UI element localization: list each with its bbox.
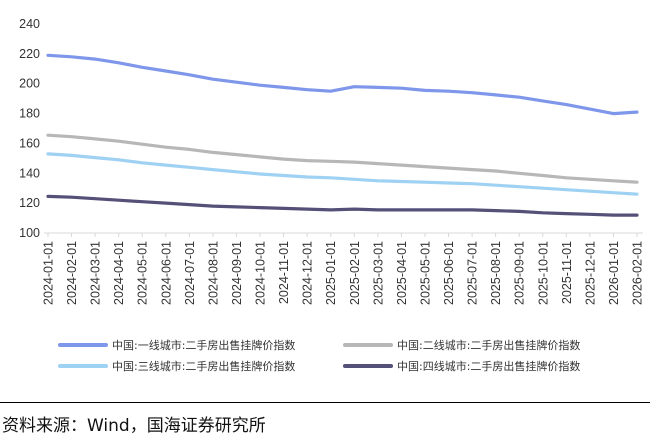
x-axis: 2024-01-01 2024-02-01 2024-03-01 2024-04-01…: [42, 232, 645, 305]
y-axis: 100 120 140 160 180 200 220 240: [19, 17, 40, 240]
x-tick-label: 2025-04-01: [395, 241, 409, 305]
x-tick-label: 2025-02-01: [348, 241, 362, 305]
x-tick-label: 2024-05-01: [136, 241, 150, 305]
y-tick-label: 160: [19, 136, 40, 150]
x-tick-label: 2024-10-01: [254, 241, 268, 305]
series-line-4: [46, 194, 639, 217]
y-tick-label: 220: [19, 47, 40, 61]
y-tick-label: 100: [19, 226, 40, 240]
x-tick-label: 2024-08-01: [206, 241, 220, 305]
y-tick-label: 120: [19, 196, 40, 210]
series-line-2: [46, 133, 639, 184]
x-tick-label: 2025-08-01: [489, 241, 503, 305]
x-tick-label: 2025-07-01: [466, 241, 480, 305]
x-tick-label: 2025-05-01: [418, 241, 432, 305]
x-tick-label: 2024-02-01: [65, 241, 79, 305]
series-line-1: [46, 53, 639, 116]
x-tick-label: 2025-06-01: [442, 241, 456, 305]
x-tick-label: 2024-03-01: [89, 241, 103, 305]
x-tick-label: 2026-01-01: [607, 241, 621, 305]
x-tick-label: 2025-03-01: [371, 241, 385, 305]
x-tick-label: 2024-12-01: [301, 241, 315, 305]
x-tick-label: 2024-01-01: [42, 241, 56, 305]
y-tick-label: 200: [19, 77, 40, 91]
legend-label-1: 中国:一线城市:二手房出售挂牌价指数: [112, 338, 295, 352]
x-tick-label: 2024-11-01: [277, 241, 291, 304]
x-tick-label: 2024-04-01: [112, 241, 126, 305]
x-tick-label: 2025-01-01: [324, 241, 338, 305]
legend-label-4: 中国:四线城市:二手房出售挂牌价指数: [397, 359, 580, 373]
series-line-3: [46, 152, 639, 196]
source-divider: [0, 402, 650, 403]
y-tick-label: 240: [19, 17, 40, 31]
x-tick-label: 2025-11-01: [560, 241, 574, 304]
legend-label-2: 中国:二线城市:二手房出售挂牌价指数: [397, 338, 580, 352]
y-tick-label: 140: [19, 166, 40, 180]
x-tick-label: 2025-09-01: [513, 241, 527, 305]
series-lines: [46, 53, 639, 217]
x-tick-label: 2025-10-01: [536, 241, 550, 305]
source-note: 资料来源：Wind，国海证券研究所: [2, 416, 266, 436]
legend: 中国:一线城市:二手房出售挂牌价指数 中国:二线城市:二手房出售挂牌价指数中国:三…: [58, 338, 580, 373]
y-tick-label: 180: [19, 107, 40, 121]
x-tick-label: 2025-12-01: [583, 241, 597, 305]
x-tick-label: 2024-06-01: [159, 241, 173, 305]
x-tick-label: 2024-07-01: [183, 241, 197, 305]
x-tick-label: 2024-09-01: [230, 241, 244, 305]
x-tick-label: 2026-02-01: [631, 241, 645, 305]
legend-label-3: 中国:三线城市:二手房出售挂牌价指数: [112, 359, 295, 373]
